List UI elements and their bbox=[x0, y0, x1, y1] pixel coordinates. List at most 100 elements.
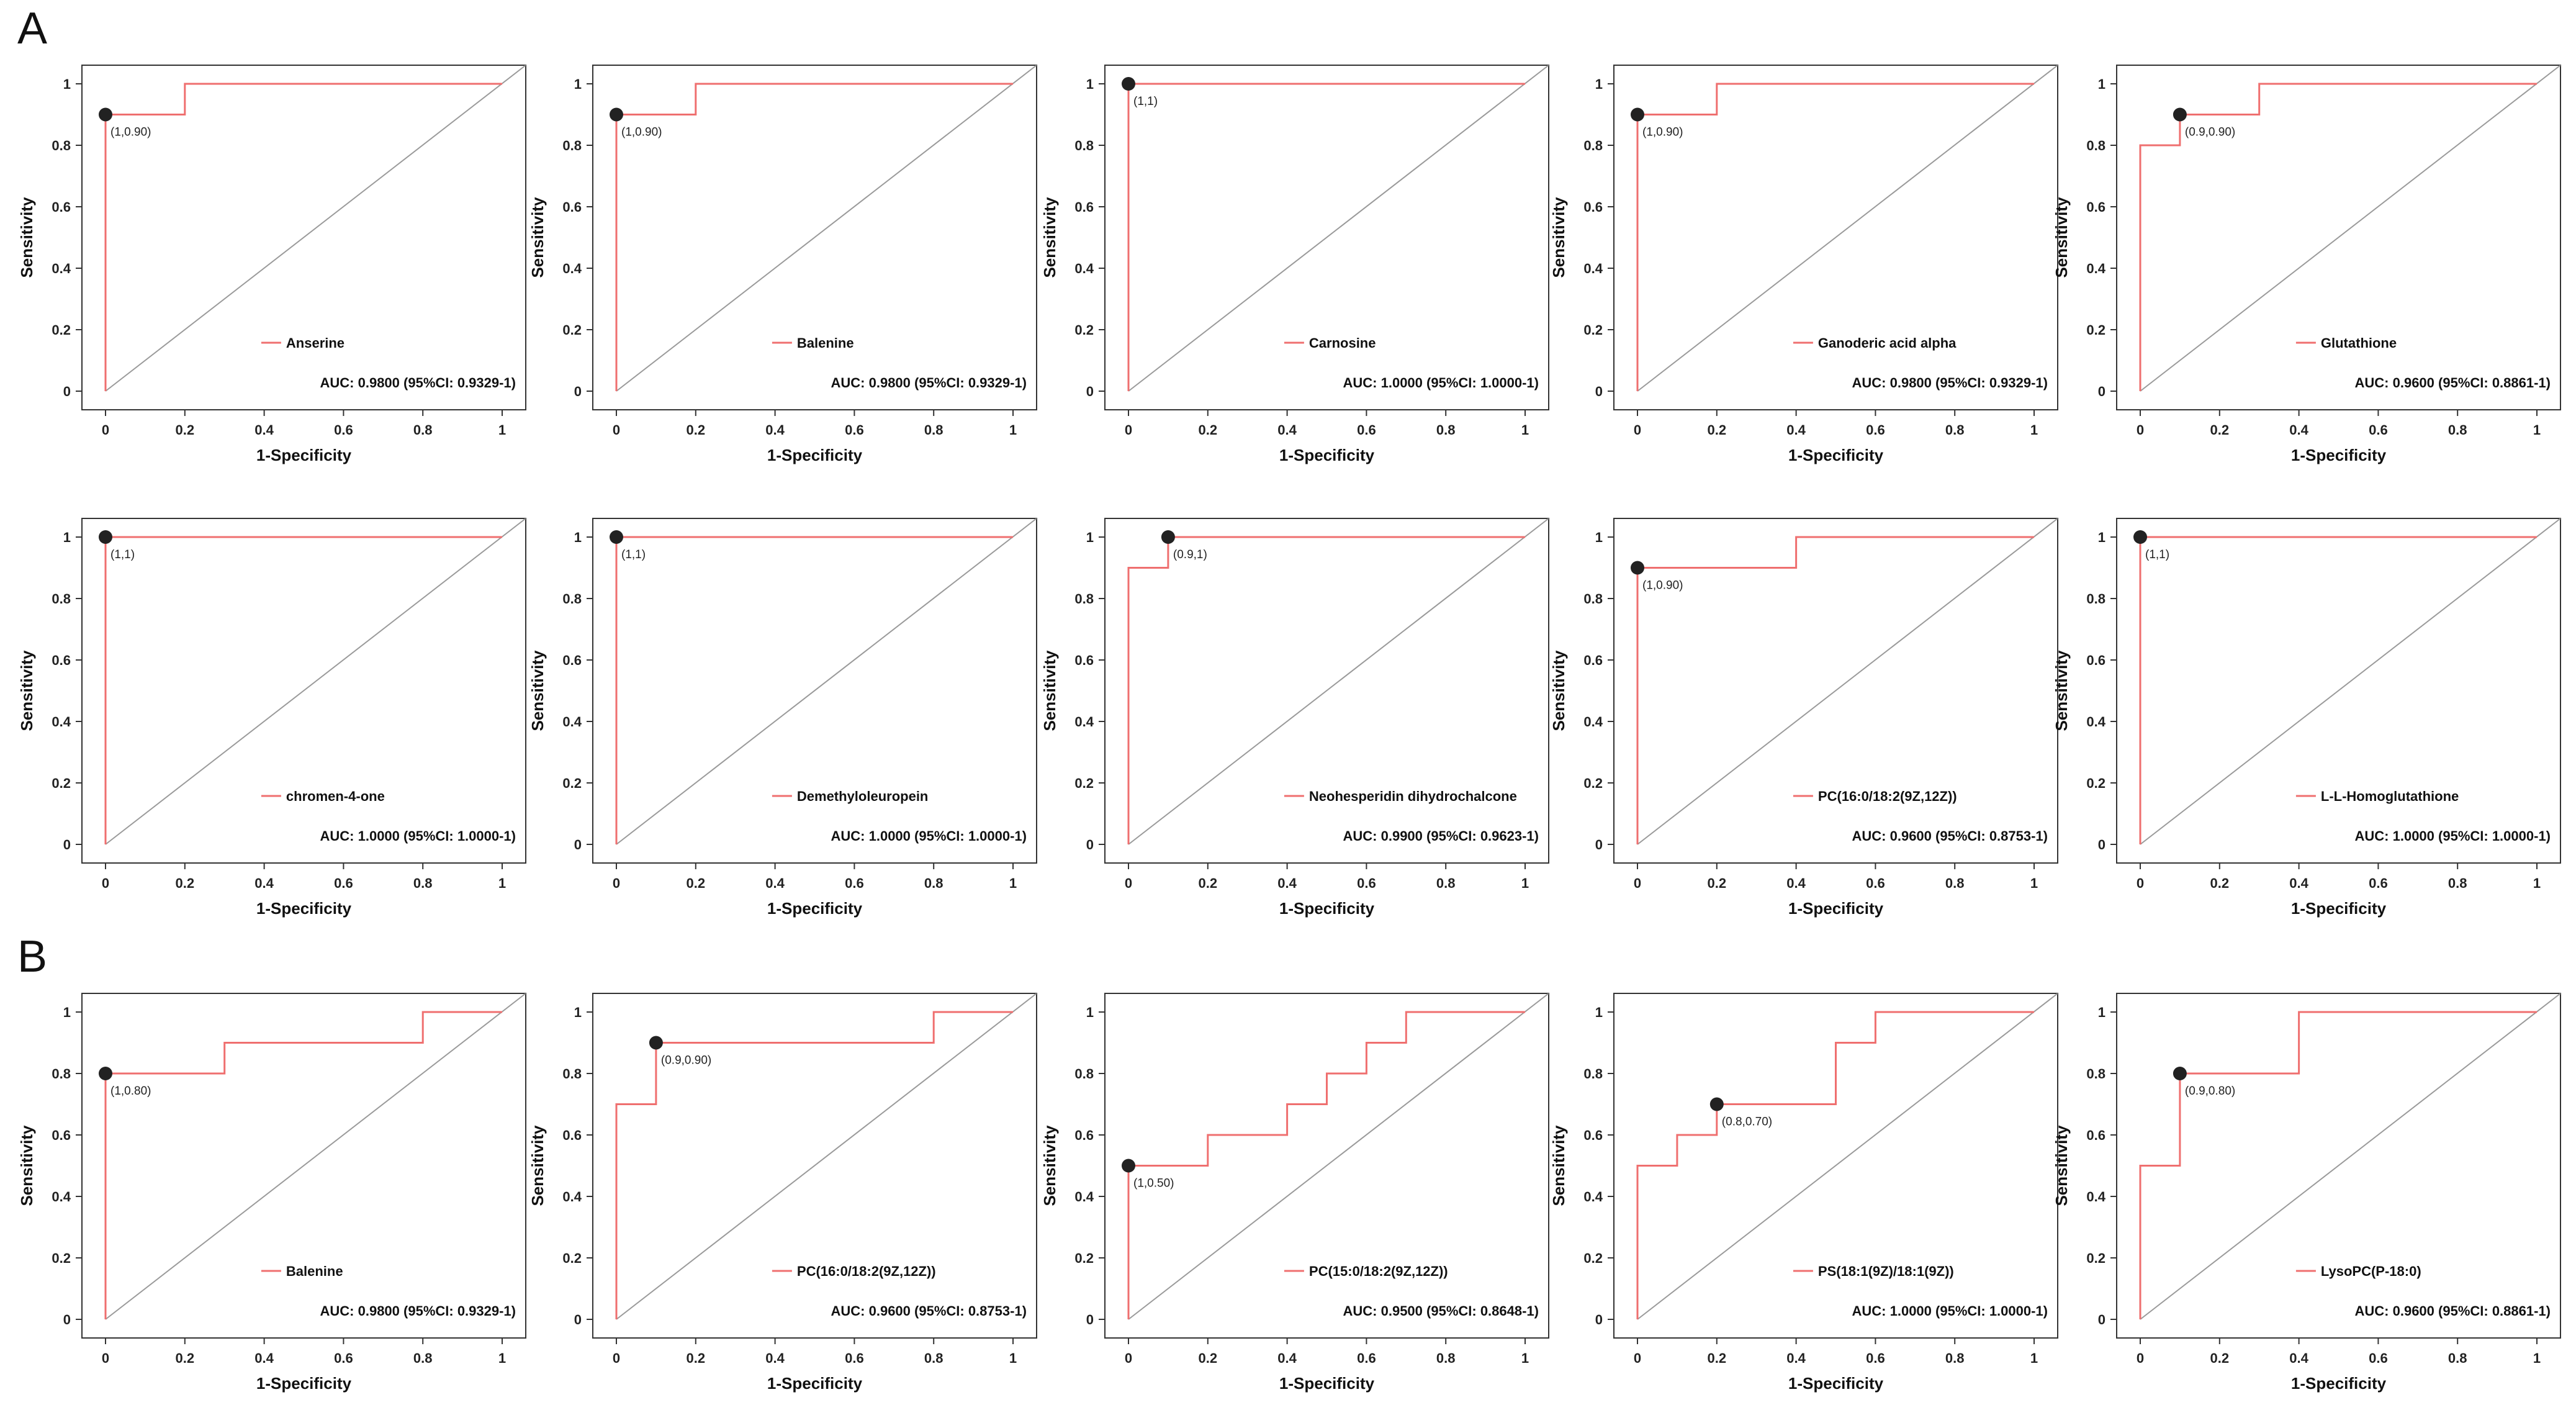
plot-frame bbox=[2116, 993, 2561, 1339]
y-axis-label: Sensitivity bbox=[1549, 1125, 1568, 1206]
x-tick-label: 0.8 bbox=[924, 875, 943, 891]
plot-frame bbox=[592, 993, 1037, 1339]
x-tick-label: 0.2 bbox=[1708, 422, 1727, 438]
x-axis-label: 1-Specificity bbox=[256, 446, 352, 464]
auc-annotation: AUC: 1.0000 (95%CI: 1.0000-1) bbox=[320, 828, 516, 844]
y-axis-label: Sensitivity bbox=[2052, 197, 2071, 278]
auc-annotation: AUC: 1.0000 (95%CI: 1.0000-1) bbox=[1343, 375, 1539, 391]
x-axis-label: 1-Specificity bbox=[1279, 899, 1375, 918]
y-axis-label: Sensitivity bbox=[2052, 650, 2071, 731]
roc-curve-line bbox=[1636, 536, 2034, 844]
y-tick-label: 0.6 bbox=[52, 653, 71, 668]
cutoff-point-label: (0.8,0.70) bbox=[1722, 1116, 1772, 1129]
x-tick-label: 0.2 bbox=[687, 875, 706, 891]
roc-chart-10: 0 0 0.2 0.2 0.4 0.4 0.6 0.6 0.8 0.8 1 1 1-Specificit… bbox=[2052, 518, 2561, 918]
y-tick-label: 1 bbox=[1086, 76, 1094, 92]
cutoff-point-marker bbox=[1631, 107, 1644, 122]
auc-annotation: AUC: 0.9600 (95%CI: 0.8753-1) bbox=[1852, 828, 2048, 844]
roc-curve-line bbox=[615, 83, 1013, 391]
x-tick-label: 0.6 bbox=[334, 422, 353, 438]
plot-frame bbox=[592, 65, 1037, 410]
y-tick-label: 1 bbox=[63, 1005, 71, 1020]
plot-frame bbox=[1104, 993, 1549, 1339]
y-tick-label: 0.4 bbox=[2086, 714, 2105, 730]
legend-label: Glutathione bbox=[2321, 335, 2397, 351]
x-tick-label: 0.2 bbox=[1708, 1350, 1727, 1366]
x-tick-label: 0 bbox=[613, 1350, 620, 1366]
y-tick-label: 0.8 bbox=[562, 1066, 582, 1082]
y-tick-label: 1 bbox=[1086, 530, 1094, 545]
cutoff-point-marker bbox=[649, 1036, 663, 1050]
x-tick-label: 0.6 bbox=[334, 875, 353, 891]
cutoff-point-label: (0.9,0.90) bbox=[2185, 126, 2235, 139]
cutoff-point-label: (1,0.90) bbox=[110, 126, 151, 139]
y-tick-label: 0.6 bbox=[1583, 199, 1603, 215]
y-tick-label: 0 bbox=[63, 837, 71, 852]
x-tick-label: 0.2 bbox=[1199, 875, 1218, 891]
roc-curve-line bbox=[1127, 536, 1525, 844]
diagonal-reference-line bbox=[616, 518, 1037, 845]
x-tick-label: 0 bbox=[2137, 422, 2144, 438]
y-tick-label: 0.8 bbox=[562, 138, 582, 153]
roc-chart-12: 0 0 0.2 0.2 0.4 0.4 0.6 0.6 0.8 0.8 1 1 1-Specificit… bbox=[528, 993, 1037, 1393]
x-tick-label: 1 bbox=[1521, 875, 1529, 891]
x-tick-label: 0.6 bbox=[2369, 875, 2388, 891]
y-tick-label: 0.8 bbox=[52, 1066, 71, 1082]
y-tick-label: 0 bbox=[2098, 1312, 2105, 1327]
y-tick-label: 0.2 bbox=[1074, 322, 1094, 338]
y-axis-label: Sensitivity bbox=[17, 1125, 36, 1206]
cutoff-point-marker bbox=[99, 107, 112, 122]
x-axis-label: 1-Specificity bbox=[1788, 446, 1884, 464]
y-tick-label: 0.6 bbox=[2086, 199, 2105, 215]
cutoff-point-label: (1,1) bbox=[110, 548, 135, 561]
roc-chart-8: 0 0 0.2 0.2 0.4 0.4 0.6 0.6 0.8 0.8 1 1 1-Specificit… bbox=[1040, 518, 1549, 918]
x-tick-label: 0.8 bbox=[1945, 422, 1965, 438]
cutoff-point-label: (1,1) bbox=[2145, 548, 2169, 561]
y-tick-label: 1 bbox=[2098, 1005, 2105, 1020]
x-axis-label: 1-Specificity bbox=[767, 446, 863, 464]
diagonal-reference-line bbox=[1128, 65, 1549, 392]
diagonal-reference-line bbox=[2140, 518, 2561, 845]
cutoff-point-label: (1,1) bbox=[1133, 95, 1158, 108]
y-tick-label: 0.4 bbox=[52, 1189, 71, 1204]
y-tick-label: 0 bbox=[1595, 837, 1603, 852]
x-tick-label: 1 bbox=[1521, 1350, 1529, 1366]
y-tick-label: 0.8 bbox=[562, 591, 582, 607]
x-tick-label: 0.4 bbox=[1786, 422, 1806, 438]
x-tick-label: 0.8 bbox=[1945, 1350, 1965, 1366]
y-tick-label: 0.6 bbox=[52, 1127, 71, 1143]
x-axis-label: 1-Specificity bbox=[256, 899, 352, 918]
auc-annotation: AUC: 1.0000 (95%CI: 1.0000-1) bbox=[1852, 1303, 2048, 1319]
cutoff-point-label: (1,0.90) bbox=[621, 126, 662, 139]
y-tick-label: 0.6 bbox=[562, 199, 582, 215]
legend-label: Neohesperidin dihydrochalcone bbox=[1309, 789, 1517, 804]
x-tick-label: 0.2 bbox=[687, 1350, 706, 1366]
y-tick-label: 0.2 bbox=[562, 1250, 582, 1266]
roc-chart-5: 0 0 0.2 0.2 0.4 0.4 0.6 0.6 0.8 0.8 1 1 1-Specificit… bbox=[2052, 65, 2561, 464]
auc-annotation: AUC: 0.9900 (95%CI: 0.9623-1) bbox=[1343, 828, 1539, 844]
y-axis-label: Sensitivity bbox=[1549, 650, 1568, 731]
roc-chart-9: 0 0 0.2 0.2 0.4 0.4 0.6 0.6 0.8 0.8 1 1 1-Specificit… bbox=[1549, 518, 2058, 918]
x-tick-label: 0 bbox=[102, 422, 109, 438]
y-tick-label: 0.2 bbox=[52, 322, 71, 338]
x-tick-label: 0 bbox=[2137, 875, 2144, 891]
y-tick-label: 0.4 bbox=[1583, 261, 1603, 276]
roc-chart-3: 0 0 0.2 0.2 0.4 0.4 0.6 0.6 0.8 0.8 1 1 1-Specificit… bbox=[1040, 65, 1549, 464]
x-tick-label: 0.8 bbox=[1436, 875, 1456, 891]
y-axis-label: Sensitivity bbox=[528, 1125, 547, 1206]
y-tick-label: 1 bbox=[574, 1005, 582, 1020]
cutoff-point-marker bbox=[1631, 561, 1644, 575]
y-axis-label: Sensitivity bbox=[528, 650, 547, 731]
cutoff-point-label: (0.9,1) bbox=[1173, 548, 1207, 561]
legend-label: Demethyloleuropein bbox=[797, 789, 928, 804]
x-tick-label: 1 bbox=[1009, 422, 1017, 438]
y-tick-label: 0 bbox=[2098, 837, 2105, 852]
y-tick-label: 0.2 bbox=[562, 322, 582, 338]
cutoff-point-label: (1,0.50) bbox=[1133, 1177, 1174, 1190]
x-tick-label: 0.4 bbox=[1277, 875, 1297, 891]
roc-chart-6: 0 0 0.2 0.2 0.4 0.4 0.6 0.6 0.8 0.8 1 1 1-Specificit… bbox=[17, 518, 526, 918]
y-tick-label: 0.2 bbox=[1583, 322, 1603, 338]
y-axis-label: Sensitivity bbox=[1040, 650, 1059, 731]
x-tick-label: 1 bbox=[2533, 422, 2541, 438]
